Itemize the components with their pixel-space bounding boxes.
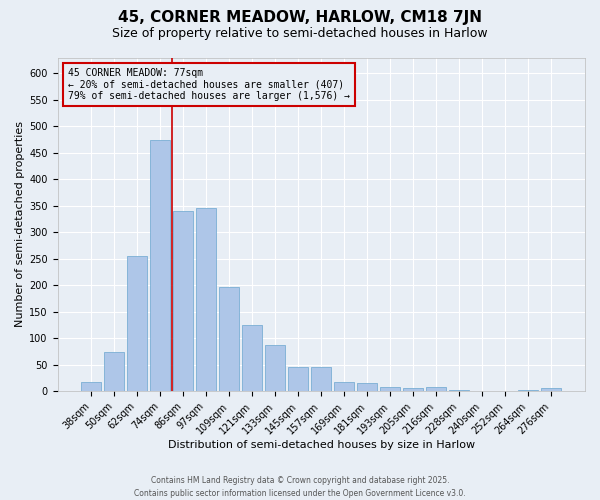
Text: 45 CORNER MEADOW: 77sqm
← 20% of semi-detached houses are smaller (407)
79% of s: 45 CORNER MEADOW: 77sqm ← 20% of semi-de… [68, 68, 350, 100]
Bar [82, 382, 101, 391]
Bar [196, 208, 216, 391]
Bar [127, 256, 147, 391]
Bar [541, 388, 561, 391]
Bar [151, 140, 170, 391]
Bar [380, 388, 400, 391]
Bar [104, 352, 124, 391]
Text: 45, CORNER MEADOW, HARLOW, CM18 7JN: 45, CORNER MEADOW, HARLOW, CM18 7JN [118, 10, 482, 25]
Bar [449, 390, 469, 391]
Bar [242, 325, 262, 391]
Bar [265, 344, 285, 391]
Bar [334, 382, 354, 391]
Bar [220, 288, 239, 391]
Bar [289, 367, 308, 391]
X-axis label: Distribution of semi-detached houses by size in Harlow: Distribution of semi-detached houses by … [167, 440, 475, 450]
Text: Size of property relative to semi-detached houses in Harlow: Size of property relative to semi-detach… [112, 28, 488, 40]
Bar [403, 388, 423, 391]
Bar [173, 211, 193, 391]
Bar [472, 390, 492, 391]
Bar [311, 367, 331, 391]
Text: Contains HM Land Registry data © Crown copyright and database right 2025.
Contai: Contains HM Land Registry data © Crown c… [134, 476, 466, 498]
Bar [427, 388, 446, 391]
Bar [518, 390, 538, 391]
Y-axis label: Number of semi-detached properties: Number of semi-detached properties [15, 122, 25, 328]
Bar [358, 382, 377, 391]
